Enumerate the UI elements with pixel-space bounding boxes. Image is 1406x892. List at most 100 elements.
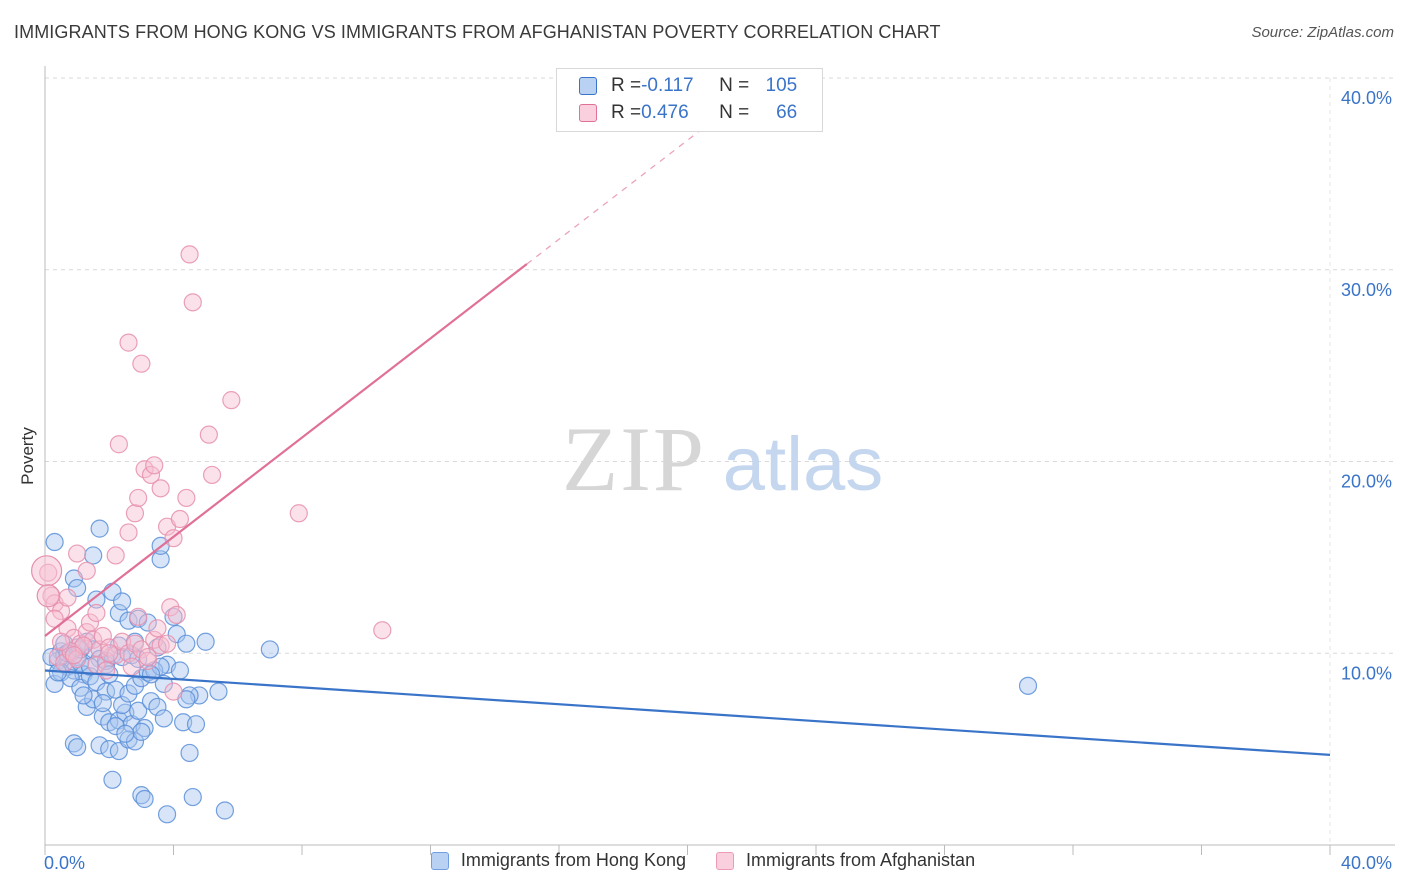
data-point xyxy=(177,634,196,653)
data-point xyxy=(129,701,148,720)
data-point xyxy=(100,644,119,663)
data-point xyxy=(222,391,241,410)
data-point xyxy=(148,697,167,717)
data-point xyxy=(151,479,170,498)
stats-r-value: 0.476 xyxy=(641,102,689,123)
watermark-zip: ZIP xyxy=(562,408,706,510)
trend-lines xyxy=(44,127,1331,756)
data-point xyxy=(125,504,145,523)
bottom-legend: Immigrants from Hong Kong Immigrants fro… xyxy=(0,850,1406,871)
data-point xyxy=(68,738,87,757)
data-point xyxy=(77,561,96,580)
data-point xyxy=(132,722,151,741)
data-point xyxy=(145,456,164,475)
data-point xyxy=(64,646,84,665)
legend-item-hong-kong[interactable]: Immigrants from Hong Kong xyxy=(430,850,686,871)
data-point xyxy=(148,619,167,638)
data-point xyxy=(87,603,106,623)
data-point xyxy=(177,488,196,508)
data-point xyxy=(170,661,190,680)
data-point xyxy=(167,605,186,625)
legend-swatch-blue xyxy=(430,851,449,870)
chart-title: IMMIGRANTS FROM HONG KONG VS IMMIGRANTS … xyxy=(14,22,941,42)
data-point xyxy=(141,465,161,485)
stats-row-afghanistan: R = 0.476 N = 66 xyxy=(579,100,797,126)
y-tick-label: 10.0% xyxy=(1341,663,1392,683)
data-point xyxy=(80,613,100,632)
data-point xyxy=(151,636,170,655)
stats-row-hong-kong: R = -0.117 N = 105 xyxy=(579,73,797,99)
y-tick-label: 30.0% xyxy=(1341,280,1392,300)
data-point xyxy=(119,523,138,542)
data-point xyxy=(138,651,157,671)
data-point xyxy=(167,624,186,644)
data-point xyxy=(90,736,109,755)
tick-labels: 10.0% 20.0% 30.0% 40.0% 0.0% 40.0% xyxy=(44,88,1392,873)
y-tick-label: 40.0% xyxy=(1341,88,1392,108)
data-point xyxy=(45,674,64,694)
watermark-atlas: atlas xyxy=(723,422,884,507)
data-point xyxy=(87,590,106,609)
legend-item-afghanistan[interactable]: Immigrants from Afghanistan xyxy=(715,850,976,871)
data-point xyxy=(36,584,60,608)
data-point xyxy=(183,293,202,312)
data-point xyxy=(138,647,157,667)
data-point xyxy=(96,655,116,674)
data-point xyxy=(373,621,392,640)
data-point xyxy=(1018,676,1038,695)
stats-n-label: N = xyxy=(719,102,750,123)
stats-swatch-pink xyxy=(579,104,597,122)
data-point xyxy=(109,603,128,623)
stats-r-label: R = xyxy=(611,75,642,96)
data-point xyxy=(196,632,215,651)
data-point xyxy=(132,354,151,373)
data-point xyxy=(116,724,135,743)
data-point xyxy=(170,509,190,529)
data-point xyxy=(180,245,199,264)
data-point xyxy=(122,657,141,676)
series-hong-kong xyxy=(42,519,1038,824)
data-point xyxy=(68,578,87,598)
data-point xyxy=(138,613,157,632)
grid-lines xyxy=(45,77,1395,654)
data-point xyxy=(45,532,64,552)
x-tick-label: 40.0% xyxy=(1341,853,1392,873)
stats-n-label: N = xyxy=(719,75,750,96)
source-label: Source: ZipAtlas.com xyxy=(1251,24,1394,41)
data-point xyxy=(58,644,77,663)
data-point xyxy=(84,630,103,649)
data-point xyxy=(119,333,138,352)
data-point xyxy=(106,717,125,736)
data-point xyxy=(180,743,199,763)
data-point xyxy=(74,686,93,705)
data-point xyxy=(209,682,228,701)
legend-label-afghanistan: Immigrants from Afghanistan xyxy=(745,850,976,870)
data-point xyxy=(68,544,87,563)
data-point xyxy=(164,682,183,701)
stats-r-value: -0.117 xyxy=(641,75,694,96)
data-point xyxy=(51,632,71,651)
data-point xyxy=(112,592,132,611)
stats-legend: R = -0.117 N = 105 R = 0.476 N = 66 xyxy=(556,68,823,132)
data-point xyxy=(199,425,218,444)
data-point xyxy=(74,636,93,655)
stats-r-label: R = xyxy=(611,102,642,123)
series-afghanistan xyxy=(31,245,392,701)
data-point xyxy=(93,626,112,646)
trend-line-hong-kong xyxy=(44,669,1331,756)
data-point xyxy=(157,805,177,824)
data-point xyxy=(289,504,308,523)
legend-label-hong-kong: Immigrants from Hong Kong xyxy=(460,850,686,870)
watermark: ZIP atlas xyxy=(562,408,883,510)
legend-swatch-pink xyxy=(715,851,734,870)
trend-line-afghanistan xyxy=(44,263,528,637)
data-point xyxy=(31,555,63,587)
data-point xyxy=(125,732,145,751)
data-point xyxy=(164,607,183,626)
data-point xyxy=(90,519,109,538)
stats-n-value: 105 xyxy=(765,75,798,96)
data-point xyxy=(215,801,234,820)
data-point xyxy=(186,715,206,734)
data-point xyxy=(58,588,77,607)
y-tick-label: 20.0% xyxy=(1341,472,1392,492)
